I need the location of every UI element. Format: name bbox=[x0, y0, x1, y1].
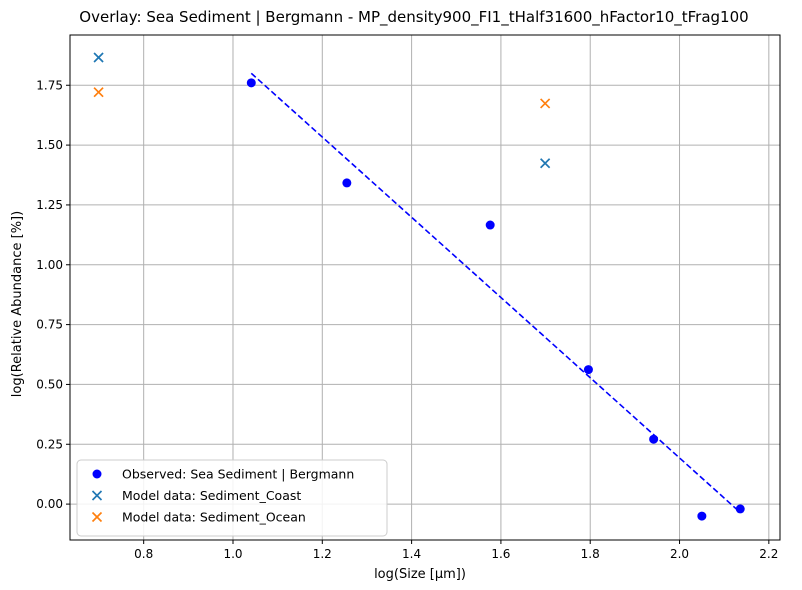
x-tick-label: 0.8 bbox=[134, 547, 153, 561]
chart-title: Overlay: Sea Sediment | Bergmann - MP_de… bbox=[79, 8, 748, 27]
y-tick-label: 1.75 bbox=[36, 78, 63, 92]
y-tick-label: 1.50 bbox=[36, 138, 63, 152]
data-points bbox=[93, 52, 745, 521]
x-tick-label: 1.0 bbox=[223, 547, 242, 561]
series-0-point bbox=[649, 434, 659, 444]
series-2-point bbox=[93, 87, 104, 98]
series-0-point bbox=[697, 511, 707, 521]
y-axis-label: log(Relative Abundance [%]) bbox=[10, 211, 25, 397]
x-axis-ticks: 0.8 1.0 1.2 1.4 1.6 1.8 2.0 2.2 bbox=[134, 540, 778, 561]
legend-box bbox=[76, 459, 388, 537]
legend-marker-2 bbox=[91, 511, 103, 523]
y-tick-label: 1.00 bbox=[36, 258, 63, 272]
series-0-point bbox=[246, 78, 256, 88]
y-axis-ticks: 0.00 0.25 0.50 0.75 1.00 1.25 1.50 1.75 bbox=[36, 78, 70, 511]
series-2-point bbox=[540, 98, 551, 109]
fit-line bbox=[250, 72, 741, 514]
series-0-point bbox=[485, 220, 495, 230]
legend-label: Model data: Sediment_Ocean bbox=[122, 510, 306, 525]
series-0-point bbox=[342, 178, 352, 188]
y-tick-label: 0.25 bbox=[36, 437, 63, 451]
series-1-point bbox=[540, 158, 551, 169]
x-tick-label: 2.2 bbox=[759, 547, 778, 561]
legend-marker-1 bbox=[91, 490, 103, 501]
series-0-point bbox=[583, 365, 593, 375]
legend: Observed: Sea Sediment | Bergmann Model d… bbox=[76, 459, 388, 537]
legend-label: Model data: Sediment_Coast bbox=[122, 488, 301, 503]
x-tick-label: 1.2 bbox=[313, 547, 332, 561]
grid bbox=[70, 35, 780, 540]
x-tick-label: 2.0 bbox=[670, 547, 689, 561]
x-tick-label: 1.8 bbox=[581, 547, 600, 561]
y-tick-label: 1.25 bbox=[36, 198, 63, 212]
series-0-point bbox=[735, 504, 745, 514]
legend-marker-0 bbox=[92, 469, 102, 479]
y-tick-label: 0.75 bbox=[36, 318, 63, 332]
legend-label: Observed: Sea Sediment | Bergmann bbox=[122, 467, 354, 482]
y-tick-label: 0.00 bbox=[36, 497, 63, 511]
plot-frame bbox=[69, 34, 781, 541]
fit-line-group bbox=[250, 72, 741, 514]
x-tick-label: 1.4 bbox=[402, 547, 421, 561]
x-axis-label: log(Size [µm]) bbox=[374, 567, 466, 582]
x-tick-label: 1.6 bbox=[491, 547, 510, 561]
y-tick-label: 0.50 bbox=[36, 377, 63, 391]
series-1-point bbox=[93, 52, 104, 63]
